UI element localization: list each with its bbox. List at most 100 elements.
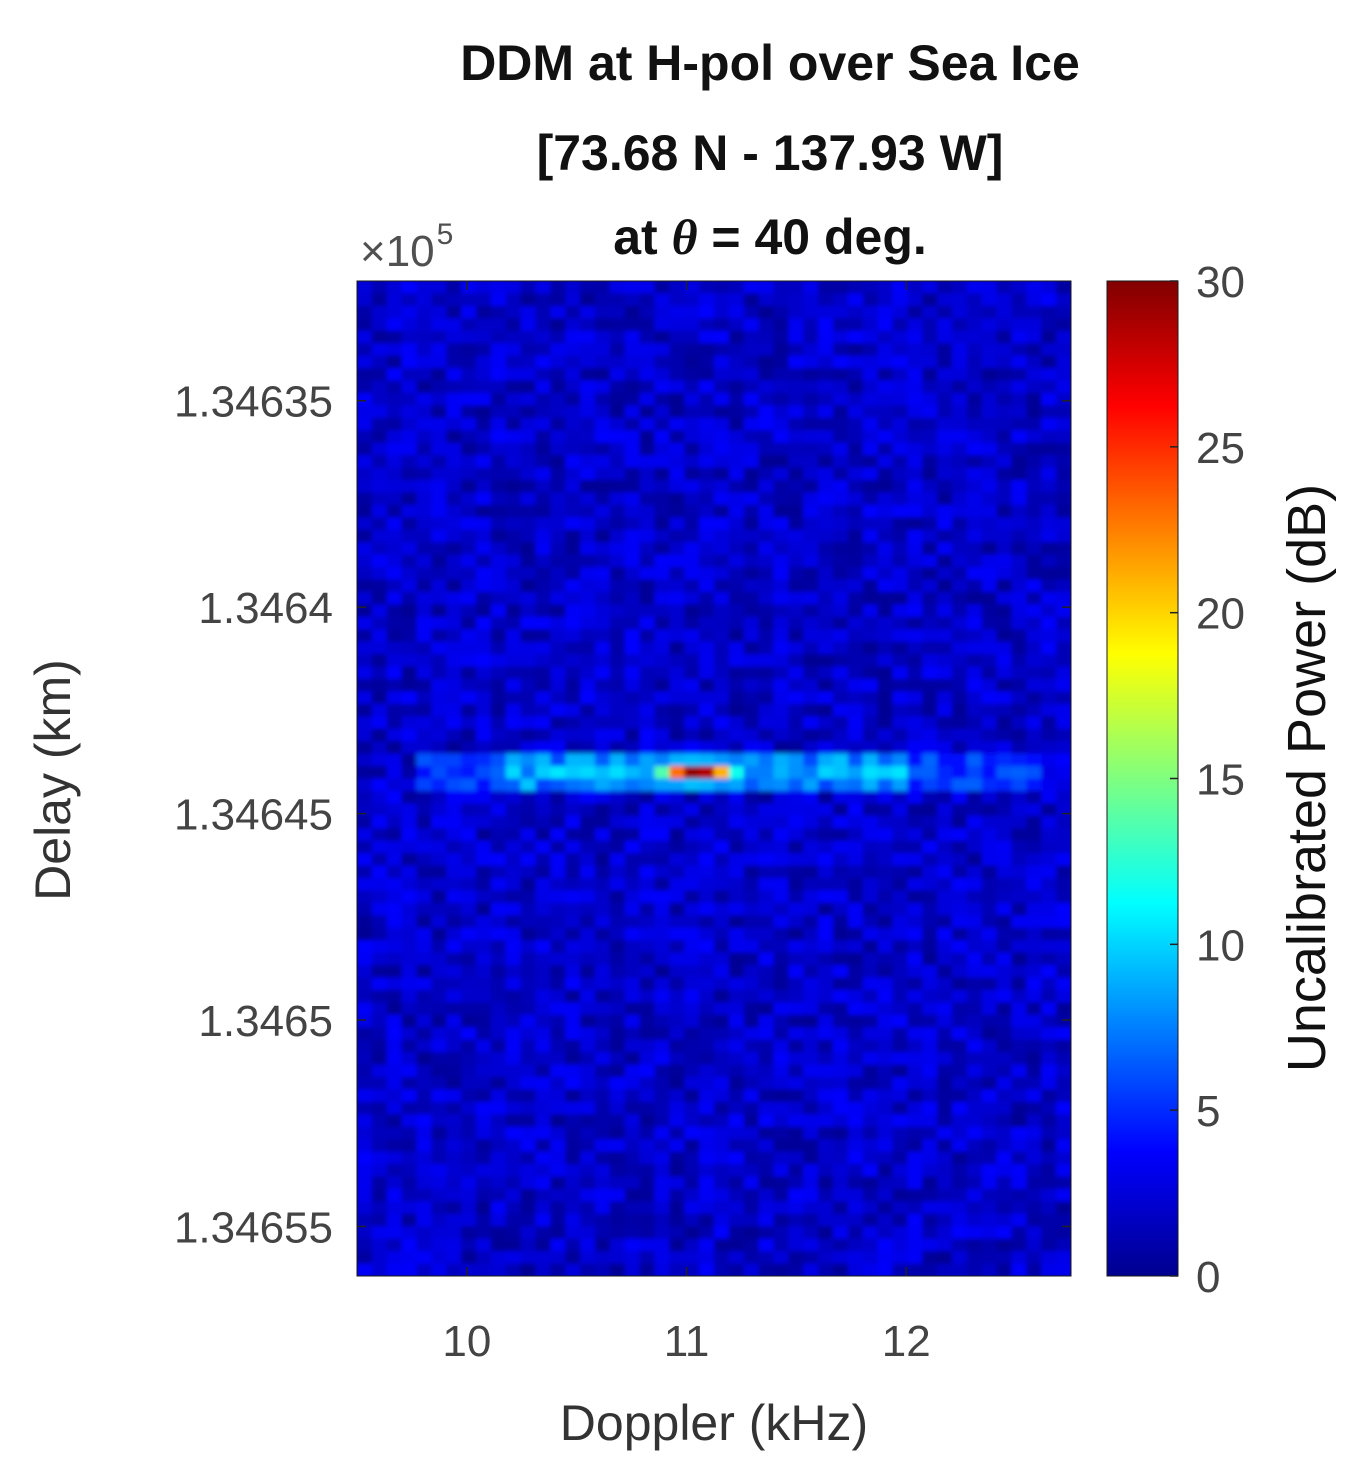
heatmap-cell xyxy=(505,629,522,643)
heatmap-cell xyxy=(565,641,581,655)
heatmap-cell xyxy=(952,1014,968,1028)
heatmap-cell xyxy=(550,778,566,792)
heatmap-cell xyxy=(386,305,403,319)
heatmap-cell xyxy=(996,455,1013,469)
heatmap-cell xyxy=(907,902,923,916)
heatmap-cell xyxy=(877,554,894,568)
heatmap-cell xyxy=(505,828,522,842)
heatmap-cell xyxy=(654,330,670,344)
heatmap-cell xyxy=(654,654,670,668)
heatmap-cell xyxy=(684,716,700,730)
heatmap-cell xyxy=(520,1101,537,1115)
heatmap-cell xyxy=(461,293,477,307)
heatmap-cell xyxy=(580,1039,596,1053)
heatmap-cell xyxy=(609,293,626,307)
heatmap-cell xyxy=(892,703,908,717)
heatmap-cell xyxy=(371,902,388,916)
heatmap-cell xyxy=(788,517,804,531)
heatmap-cell xyxy=(476,1238,492,1252)
heatmap-cell xyxy=(654,1213,670,1227)
heatmap-cell xyxy=(624,989,641,1003)
heatmap-cell xyxy=(490,641,507,655)
heatmap-cell xyxy=(639,989,656,1003)
heatmap-cell xyxy=(877,915,894,929)
heatmap-cell xyxy=(1056,1226,1071,1240)
heatmap-cell xyxy=(639,1213,656,1227)
heatmap-cell xyxy=(371,1213,388,1227)
heatmap-cell xyxy=(758,654,775,668)
heatmap-cell xyxy=(996,716,1013,730)
heatmap-cell xyxy=(714,567,730,581)
heatmap-cell xyxy=(505,989,522,1003)
heatmap-cell xyxy=(401,902,418,916)
heatmap-cell xyxy=(952,492,968,506)
heatmap-cell xyxy=(371,840,388,854)
heatmap-cell xyxy=(535,467,551,481)
heatmap-cell xyxy=(535,753,551,767)
heatmap-cell xyxy=(699,355,715,369)
heatmap-cell xyxy=(639,1101,656,1115)
heatmap-cell xyxy=(847,1151,864,1165)
heatmap-cell xyxy=(639,392,656,406)
heatmap-cell xyxy=(907,1238,923,1252)
heatmap-plot-area xyxy=(357,281,1071,1276)
heatmap-cell xyxy=(699,392,715,406)
heatmap-cell xyxy=(461,1251,477,1265)
heatmap-cell xyxy=(357,343,373,357)
heatmap-cell xyxy=(684,1052,700,1066)
heatmap-cell xyxy=(669,965,685,979)
heatmap-cell xyxy=(1056,330,1071,344)
heatmap-cell xyxy=(847,467,864,481)
heatmap-cell xyxy=(476,890,492,904)
heatmap-cell xyxy=(609,741,626,755)
heatmap-cell xyxy=(431,343,447,357)
heatmap-cell xyxy=(609,1101,626,1115)
heatmap-cell xyxy=(371,679,388,692)
heatmap-cell xyxy=(595,1213,611,1227)
heatmap-cell xyxy=(1026,442,1042,456)
heatmap-cell xyxy=(1011,940,1027,954)
heatmap-cell xyxy=(669,1089,685,1103)
heatmap-cell xyxy=(446,666,462,680)
heatmap-cell xyxy=(357,480,373,493)
heatmap-cell xyxy=(862,591,879,605)
heatmap-cell xyxy=(803,455,819,469)
heatmap-cell xyxy=(416,1176,432,1190)
heatmap-cell xyxy=(609,517,626,531)
heatmap-cell xyxy=(699,318,715,332)
heatmap-cell xyxy=(1041,542,1057,556)
heatmap-cell xyxy=(818,878,834,891)
heatmap-cell xyxy=(550,890,566,904)
heatmap-cell xyxy=(654,691,670,705)
heatmap-cell xyxy=(833,442,849,456)
heatmap-cell xyxy=(758,504,775,518)
heatmap-cell xyxy=(639,815,656,829)
heatmap-cell xyxy=(461,728,477,742)
heatmap-cell xyxy=(847,940,864,954)
heatmap-cell xyxy=(431,480,447,493)
heatmap-cell xyxy=(580,828,596,842)
heatmap-cell xyxy=(386,281,403,294)
heatmap-cell xyxy=(416,330,432,344)
heatmap-cell xyxy=(565,1226,581,1240)
heatmap-cell xyxy=(788,1251,804,1265)
heatmap-cell xyxy=(818,641,834,655)
heatmap-cell xyxy=(743,567,760,581)
heatmap-cell xyxy=(847,1027,864,1041)
heatmap-cell xyxy=(461,392,477,406)
heatmap-cell xyxy=(654,741,670,755)
heatmap-cell xyxy=(550,567,566,581)
heatmap-cell xyxy=(1011,480,1027,493)
heatmap-cell xyxy=(758,790,775,804)
heatmap-cell xyxy=(877,753,894,767)
heatmap-cell xyxy=(416,380,432,394)
heatmap-cell xyxy=(699,405,715,419)
heatmap-cell xyxy=(669,1151,685,1165)
heatmap-cell xyxy=(609,989,626,1003)
heatmap-cell xyxy=(386,616,403,630)
heatmap-cell xyxy=(535,1188,551,1202)
heatmap-cell xyxy=(922,1263,938,1276)
heatmap-cell xyxy=(476,529,492,543)
heatmap-cell xyxy=(877,492,894,506)
heatmap-cell xyxy=(937,679,953,692)
